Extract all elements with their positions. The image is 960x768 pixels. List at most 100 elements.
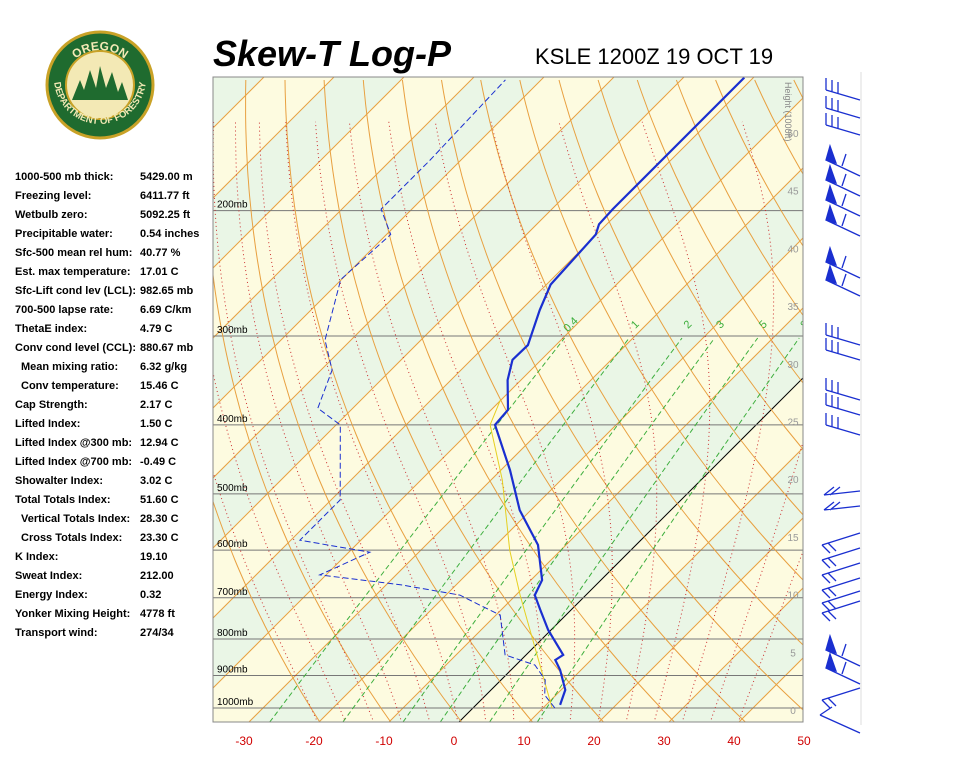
index-value: 28.30 C bbox=[140, 513, 179, 525]
index-label: Cap Strength: bbox=[15, 399, 88, 411]
station: KSLE 1200Z 19 OCT 19 bbox=[535, 44, 773, 69]
index-label: Cross Totals Index: bbox=[21, 532, 122, 544]
temperature-tick: -10 bbox=[375, 734, 393, 748]
index-label: Lifted Index @700 mb: bbox=[15, 456, 132, 468]
dry-adiabat bbox=[558, 79, 803, 516]
wind-barb bbox=[821, 590, 861, 612]
index-label: Sfc-Lift cond lev (LCL): bbox=[15, 285, 136, 297]
height-tick: 5 bbox=[790, 648, 796, 659]
index-value: 6.69 C/km bbox=[140, 304, 192, 316]
height-tick: 20 bbox=[787, 475, 799, 486]
wind-barb bbox=[821, 562, 861, 584]
index-value: 15.46 C bbox=[140, 380, 179, 392]
moist-adiabat bbox=[213, 470, 318, 722]
moist-adiabat bbox=[213, 370, 346, 722]
pressure-label: 1000mb bbox=[217, 697, 254, 708]
dry-adiabat bbox=[362, 79, 675, 722]
index-value: -0.49 C bbox=[140, 456, 176, 468]
index-value: 12.94 C bbox=[140, 437, 179, 449]
index-value: 4778 ft bbox=[140, 608, 175, 620]
index-label: K Index: bbox=[15, 551, 58, 563]
index-value: 3.02 C bbox=[140, 475, 172, 487]
index-value: 6.32 g/kg bbox=[140, 361, 187, 373]
wind-barb bbox=[825, 338, 861, 361]
moist-adiabat bbox=[348, 121, 515, 722]
isotherm bbox=[528, 447, 803, 722]
dry-adiabat bbox=[793, 79, 803, 100]
wind-barb bbox=[821, 532, 861, 554]
mixing-ratio-line bbox=[489, 337, 759, 722]
wind-barb bbox=[825, 203, 861, 237]
index-value: 274/34 bbox=[140, 627, 175, 639]
dry-adiabat bbox=[213, 271, 392, 722]
height-tick: 40 bbox=[787, 244, 799, 255]
index-value: 23.30 C bbox=[140, 532, 179, 544]
temperature-line bbox=[493, 77, 746, 706]
height-axis-label: Height (1000ft) bbox=[783, 82, 793, 142]
height-tick: 50 bbox=[787, 129, 799, 140]
wind-barb bbox=[825, 323, 861, 346]
logo-top: OREGON bbox=[69, 39, 131, 62]
dry-adiabat bbox=[284, 79, 533, 722]
wind-barb bbox=[825, 143, 861, 177]
moist-adiabat bbox=[315, 121, 487, 722]
dry-adiabat bbox=[441, 79, 803, 711]
wind-barb bbox=[825, 651, 861, 685]
index-value: 0.32 bbox=[140, 589, 161, 601]
wind-barb bbox=[825, 413, 861, 436]
wind-barb bbox=[821, 577, 861, 599]
index-value: 880.67 mb bbox=[140, 342, 193, 354]
pressure-label: 200mb bbox=[217, 200, 248, 211]
mixing-ratio-label: 8 bbox=[798, 318, 811, 331]
temperature-tick: -20 bbox=[305, 734, 323, 748]
moist-adiabat bbox=[490, 121, 613, 722]
height-tick: 35 bbox=[787, 302, 799, 313]
dry-adiabat bbox=[519, 79, 803, 581]
index-value: 17.01 C bbox=[140, 266, 179, 278]
index-label: 700-500 lapse rate: bbox=[15, 304, 113, 316]
wind-barb bbox=[825, 378, 861, 401]
isotherm bbox=[458, 377, 803, 722]
pressure-label: 600mb bbox=[217, 539, 248, 550]
index-value: 40.77 % bbox=[140, 247, 181, 259]
pressure-label: 700mb bbox=[217, 587, 248, 598]
index-label: Total Totals Index: bbox=[15, 494, 111, 506]
index-label: ThetaE index: bbox=[15, 323, 87, 335]
mixing-ratio-line bbox=[402, 337, 683, 722]
pressure-label: 300mb bbox=[217, 325, 248, 336]
pressure-label: 900mb bbox=[217, 664, 248, 675]
plot-frame bbox=[212, 76, 804, 723]
temperature-tick: 20 bbox=[587, 734, 601, 748]
index-value: 0.54 inches bbox=[140, 228, 199, 240]
isotherm bbox=[248, 167, 803, 722]
height-tick: 45 bbox=[787, 187, 799, 198]
index-value: 212.00 bbox=[140, 570, 174, 582]
moist-adiabat bbox=[285, 121, 459, 722]
wind-barb bbox=[825, 96, 861, 119]
index-label: Sfc-500 mean rel hum: bbox=[15, 247, 132, 259]
isotherm bbox=[879, 77, 960, 722]
wind-barb bbox=[823, 486, 861, 496]
index-label: Mean mixing ratio: bbox=[21, 361, 118, 373]
index-label: Showalter Index: bbox=[15, 475, 103, 487]
wind-barb bbox=[825, 163, 861, 197]
logo: OREGON DEPARTMENT OF FORESTRY bbox=[45, 30, 155, 140]
dry-adiabat bbox=[675, 79, 803, 317]
dry-adiabat bbox=[833, 80, 960, 722]
pressure-label: 500mb bbox=[217, 483, 248, 494]
parcel-line bbox=[489, 399, 553, 709]
temperature-tick: 30 bbox=[657, 734, 671, 748]
wind-barb bbox=[825, 113, 861, 136]
temperature-tick: 10 bbox=[517, 734, 531, 748]
index-label: Energy Index: bbox=[15, 589, 88, 601]
pressure-label: 400mb bbox=[217, 414, 248, 425]
wind-barb bbox=[825, 263, 861, 297]
pressure-label: 800mb bbox=[217, 628, 248, 639]
wind-barb bbox=[825, 245, 861, 279]
index-label: Precipitable water: bbox=[15, 228, 113, 240]
isotherm bbox=[213, 77, 405, 269]
dry-adiabat bbox=[950, 80, 960, 722]
dewpoint-line bbox=[298, 79, 556, 709]
